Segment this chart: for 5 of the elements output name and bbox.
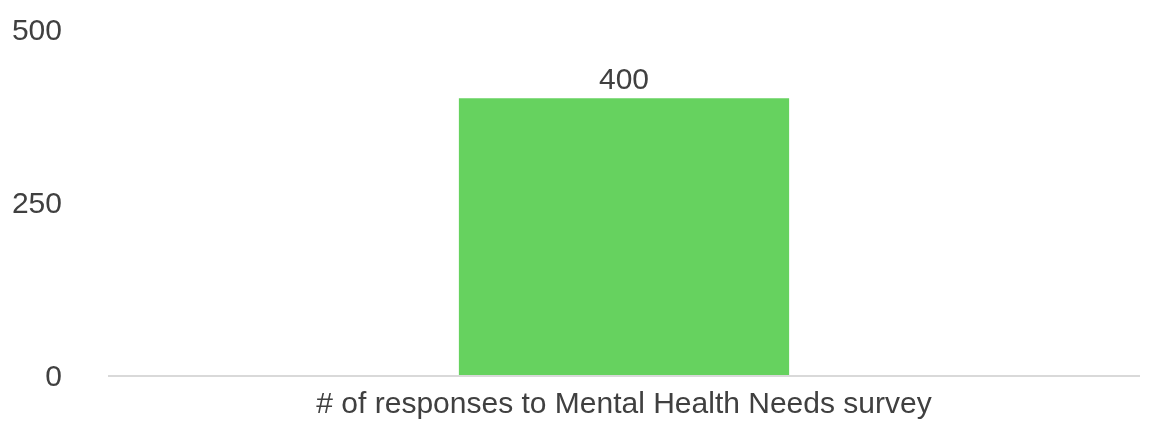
data-label: 400: [598, 62, 650, 96]
x-tick-label: # of responses to Mental Health Needs survey: [316, 386, 932, 419]
y-tick-label: 0: [45, 358, 62, 392]
y-tick-label: 500: [11, 12, 62, 46]
y-tick-label: 250: [11, 185, 62, 219]
